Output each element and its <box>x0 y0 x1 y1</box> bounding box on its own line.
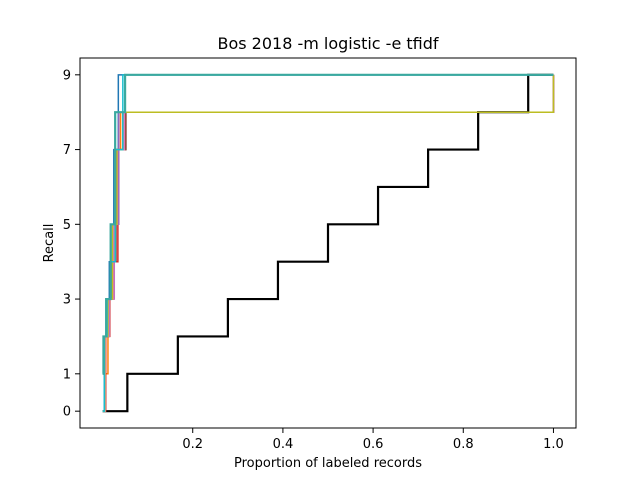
y-axis: 0 1 3 5 7 9 <box>63 68 80 420</box>
plot-frame <box>79 57 577 429</box>
y-axis-label: Recall <box>42 224 57 263</box>
x-tick-label: 0.6 <box>363 437 384 452</box>
y-tick-label: 1 <box>63 367 71 382</box>
y-tick-label: 9 <box>63 68 71 83</box>
x-axis-label: Proportion of labeled records <box>234 456 422 471</box>
y-tick-label: 7 <box>63 143 71 158</box>
x-axis: 0.2 0.4 0.6 0.8 1.0 <box>182 428 564 452</box>
y-tick-label: 0 <box>63 405 71 420</box>
x-tick-label: 0.2 <box>182 437 203 452</box>
plot-lines <box>102 73 555 413</box>
y-tick-label: 5 <box>63 218 71 233</box>
x-tick-label: 0.4 <box>273 437 294 452</box>
chart-title: Bos 2018 -m logistic -e tfidf <box>217 34 438 53</box>
y-tick-label: 3 <box>63 293 71 308</box>
x-tick-label: 0.8 <box>453 437 474 452</box>
series-line-10 <box>102 73 554 375</box>
x-tick-label: 1.0 <box>543 437 564 452</box>
series-line-0 <box>102 73 554 413</box>
